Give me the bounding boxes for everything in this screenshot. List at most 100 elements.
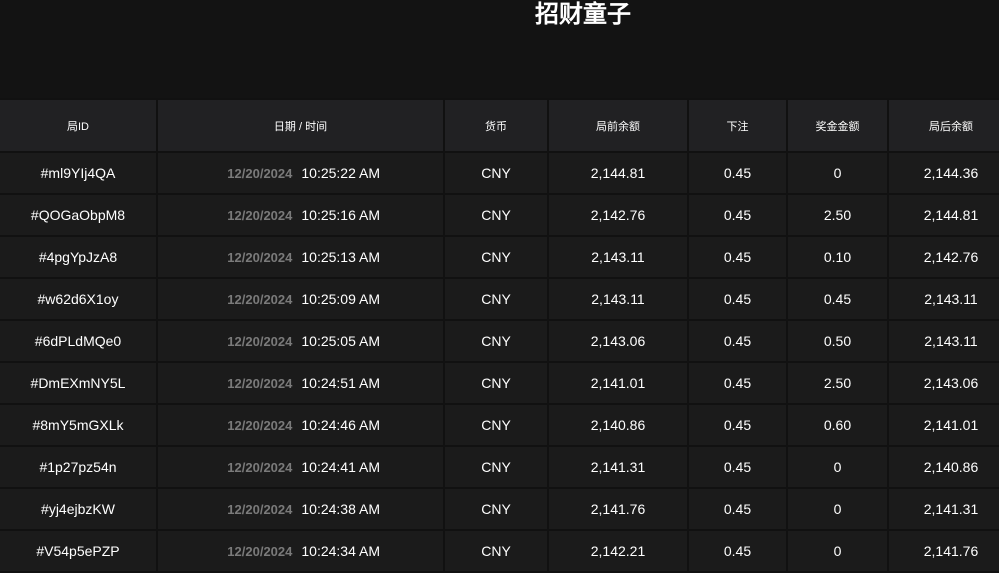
cell-round-id: #1p27pz54n <box>0 447 156 487</box>
cell-win-amount: 0.45 <box>788 279 887 319</box>
cell-round-id: #V54p5ePZP <box>0 531 156 571</box>
cell-bet: 0.45 <box>689 447 786 487</box>
table-row[interactable]: #QOGaObpM8 12/20/2024 10:25:16 AM CNY 2,142.… <box>0 195 999 235</box>
cell-round-id: #yj4ejbzKW <box>0 489 156 529</box>
cell-balance-before: 2,144.81 <box>549 153 687 193</box>
cell-balance-after: 2,144.36 <box>889 153 999 193</box>
cell-balance-before: 2,143.11 <box>549 279 687 319</box>
cell-currency: CNY <box>445 489 547 529</box>
cell-round-id: #4pgYpJzA8 <box>0 237 156 277</box>
cell-balance-before: 2,142.21 <box>549 531 687 571</box>
cell-balance-after: 2,144.81 <box>889 195 999 235</box>
date-text: 12/20/2024 <box>227 544 293 559</box>
cell-bet: 0.45 <box>689 279 786 319</box>
cell-currency: CNY <box>445 531 547 571</box>
cell-balance-after: 2,141.76 <box>889 531 999 571</box>
cell-currency: CNY <box>445 279 547 319</box>
cell-win-amount: 0 <box>788 489 887 529</box>
cell-bet: 0.45 <box>689 531 786 571</box>
date-text: 12/20/2024 <box>227 166 293 181</box>
cell-balance-after: 2,141.31 <box>889 489 999 529</box>
cell-balance-before: 2,143.11 <box>549 237 687 277</box>
cell-date-time: 12/20/2024 10:25:09 AM <box>158 279 443 319</box>
cell-balance-before: 2,142.76 <box>549 195 687 235</box>
time-text: 10:25:05 AM <box>301 333 380 349</box>
column-header-balance-after: 局后余额 <box>889 100 999 151</box>
time-text: 10:25:13 AM <box>301 249 380 265</box>
date-text: 12/20/2024 <box>227 250 293 265</box>
date-text: 12/20/2024 <box>227 376 293 391</box>
date-text: 12/20/2024 <box>227 292 293 307</box>
column-header-balance-before: 局前余额 <box>549 100 687 151</box>
cell-win-amount: 0.60 <box>788 405 887 445</box>
page-title: 招财童子 <box>535 1 631 28</box>
table-row[interactable]: #ml9YIj4QA 12/20/2024 10:25:22 AM CNY 2,144.… <box>0 153 999 193</box>
table-row[interactable]: #w62d6X1oy 12/20/2024 10:25:09 AM CNY 2,143.… <box>0 279 999 319</box>
cell-win-amount: 0 <box>788 153 887 193</box>
cell-bet: 0.45 <box>689 153 786 193</box>
date-text: 12/20/2024 <box>227 418 293 433</box>
cell-currency: CNY <box>445 447 547 487</box>
cell-round-id: #8mY5mGXLk <box>0 405 156 445</box>
date-text: 12/20/2024 <box>227 502 293 517</box>
cell-date-time: 12/20/2024 10:25:05 AM <box>158 321 443 361</box>
table-row[interactable]: #V54p5ePZP 12/20/2024 10:24:34 AM CNY 2,142.… <box>0 531 999 571</box>
time-text: 10:24:34 AM <box>301 543 380 559</box>
cell-round-id: #DmEXmNY5L <box>0 363 156 403</box>
table-row[interactable]: #8mY5mGXLk 12/20/2024 10:24:46 AM CNY 2,140.… <box>0 405 999 445</box>
date-text: 12/20/2024 <box>227 208 293 223</box>
table-row[interactable]: #1p27pz54n 12/20/2024 10:24:41 AM CNY 2,141.… <box>0 447 999 487</box>
cell-currency: CNY <box>445 153 547 193</box>
table-row[interactable]: #DmEXmNY5L 12/20/2024 10:24:51 AM CNY 2,141.… <box>0 363 999 403</box>
column-header-bet: 下注 <box>689 100 786 151</box>
cell-bet: 0.45 <box>689 321 786 361</box>
cell-currency: CNY <box>445 321 547 361</box>
cell-currency: CNY <box>445 405 547 445</box>
time-text: 10:25:22 AM <box>301 165 380 181</box>
cell-balance-after: 2,143.06 <box>889 363 999 403</box>
cell-bet: 0.45 <box>689 489 786 529</box>
time-text: 10:25:16 AM <box>301 207 380 223</box>
cell-round-id: #QOGaObpM8 <box>0 195 156 235</box>
date-text: 12/20/2024 <box>227 334 293 349</box>
cell-round-id: #ml9YIj4QA <box>0 153 156 193</box>
cell-balance-before: 2,143.06 <box>549 321 687 361</box>
cell-date-time: 12/20/2024 10:24:34 AM <box>158 531 443 571</box>
round-history-table: 局ID 日期 / 时间 货币 局前余额 下注 奖金金额 局后余额 #ml9YIj4QA 12/… <box>0 98 999 573</box>
table-row[interactable]: #4pgYpJzA8 12/20/2024 10:25:13 AM CNY 2,143.… <box>0 237 999 277</box>
cell-round-id: #w62d6X1oy <box>0 279 156 319</box>
cell-win-amount: 0.10 <box>788 237 887 277</box>
cell-bet: 0.45 <box>689 237 786 277</box>
cell-currency: CNY <box>445 195 547 235</box>
cell-win-amount: 0 <box>788 531 887 571</box>
time-text: 10:25:09 AM <box>301 291 380 307</box>
cell-bet: 0.45 <box>689 405 786 445</box>
cell-balance-after: 2,143.11 <box>889 279 999 319</box>
time-text: 10:24:38 AM <box>301 501 380 517</box>
date-text: 12/20/2024 <box>227 460 293 475</box>
cell-win-amount: 2.50 <box>788 195 887 235</box>
cell-win-amount: 0 <box>788 447 887 487</box>
cell-balance-after: 2,141.01 <box>889 405 999 445</box>
cell-date-time: 12/20/2024 10:24:51 AM <box>158 363 443 403</box>
column-header-currency: 货币 <box>445 100 547 151</box>
table-row[interactable]: #6dPLdMQe0 12/20/2024 10:25:05 AM CNY 2,143.… <box>0 321 999 361</box>
cell-balance-after: 2,140.86 <box>889 447 999 487</box>
cell-balance-before: 2,141.31 <box>549 447 687 487</box>
cell-currency: CNY <box>445 237 547 277</box>
cell-date-time: 12/20/2024 10:25:22 AM <box>158 153 443 193</box>
cell-date-time: 12/20/2024 10:24:41 AM <box>158 447 443 487</box>
table-row[interactable]: #yj4ejbzKW 12/20/2024 10:24:38 AM CNY 2,141.… <box>0 489 999 529</box>
cell-balance-after: 2,142.76 <box>889 237 999 277</box>
cell-win-amount: 0.50 <box>788 321 887 361</box>
cell-balance-before: 2,141.76 <box>549 489 687 529</box>
cell-balance-after: 2,143.11 <box>889 321 999 361</box>
column-header-win-amount: 奖金金额 <box>788 100 887 151</box>
cell-win-amount: 2.50 <box>788 363 887 403</box>
time-text: 10:24:46 AM <box>301 417 380 433</box>
table-header-row: 局ID 日期 / 时间 货币 局前余额 下注 奖金金额 局后余额 <box>0 100 999 151</box>
cell-date-time: 12/20/2024 10:24:38 AM <box>158 489 443 529</box>
cell-date-time: 12/20/2024 10:24:46 AM <box>158 405 443 445</box>
column-header-date-time: 日期 / 时间 <box>158 100 443 151</box>
time-text: 10:24:51 AM <box>301 375 380 391</box>
